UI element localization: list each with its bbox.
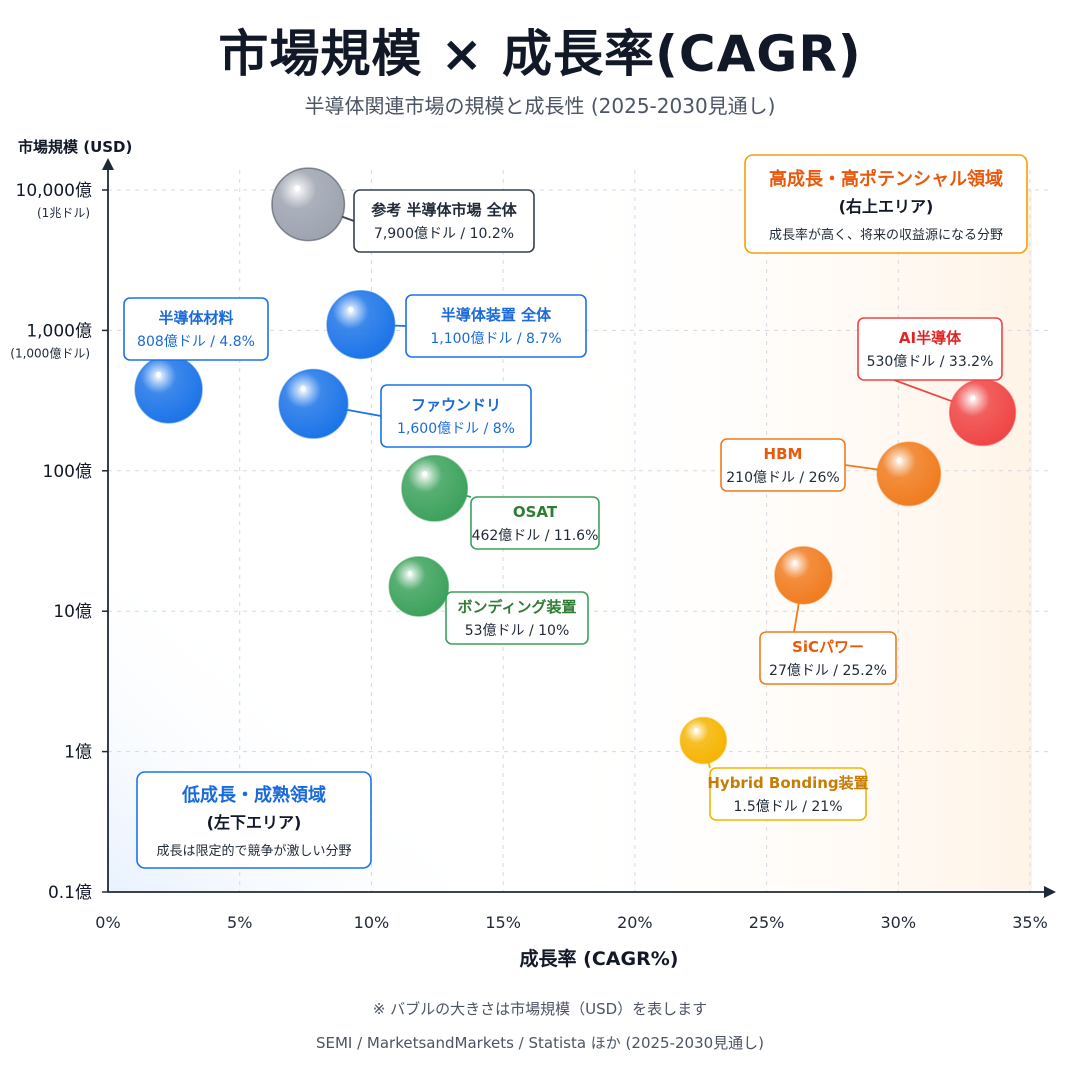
page-subtitle: 半導体関連市場の規模と成長性 (2025-2030見通し) [304,94,776,118]
bubble-highlight [694,728,699,733]
region-description: 成長は限定的で競争が激しい分野 [156,843,351,859]
point-name-label: HBM [764,445,803,463]
y-axis-label: 市場規模 (USD) [18,138,132,156]
point-name-label: AI半導体 [899,329,962,347]
bubble-highlight [294,185,301,191]
point-label-box [445,591,589,645]
bubble-highlight [348,306,354,313]
y-tick-label: 10億 [53,602,92,622]
bubble-highlight [300,385,306,392]
point-value-label: 1.5億ドル / 21% [734,799,843,815]
region-subtitle: (右上エリア) [839,197,934,216]
y-axis-arrow [102,158,114,170]
point-value-label: 27億ドル / 25.2% [769,663,887,679]
point-value-label: 530億ドル / 33.2% [867,354,994,370]
region-title: 低成長・成熟領域 [181,784,326,806]
bubble[interactable] [134,355,203,424]
leader-line [341,215,355,222]
y-tick-label: 100億 [43,462,92,482]
x-tick-label: 25% [749,913,785,932]
bubble-highlight [407,570,413,576]
x-tick-label: 20% [617,913,653,932]
y-tick-sublabel: (1,000億ドル) [10,346,90,360]
bubble-highlight [970,395,976,401]
point-value-label: 808億ドル / 4.8% [137,334,255,350]
x-tick-label: 35% [1012,913,1048,932]
region-box [136,771,372,869]
x-tick-label: 0% [95,913,120,932]
page-title: 市場規模 × 成長率(CAGR) [218,25,862,83]
x-tick-label: 30% [881,913,917,932]
point-label-box [759,631,897,685]
x-axis-arrow [1044,886,1056,898]
x-tick-label: 15% [485,913,521,932]
bubble[interactable] [774,546,833,605]
point-name-label: OSAT [513,503,558,521]
x-axis-label: 成長率 (CAGR%) [520,947,679,970]
bubble-highlight [422,471,428,477]
point-label-box [470,496,600,550]
point-name-label: 半導体材料 [158,309,233,327]
bubble[interactable] [876,441,942,507]
leader-line [466,495,472,498]
y-tick-label: 10,000億 [16,181,92,201]
bubble-highlight [792,560,798,565]
bubble[interactable] [948,378,1017,447]
point-label-box [857,317,1003,381]
point-label-box [709,767,867,821]
point-value-label: 53億ドル / 10% [465,623,570,639]
y-tick-label: 0.1億 [48,883,92,903]
y-tick-label: 1,000億 [26,321,92,341]
point-label-box [123,297,269,361]
region-subtitle: (左下エリア) [207,813,302,832]
bubble[interactable] [278,368,349,439]
point-name-label: ボンディング装置 [458,598,577,616]
y-tick-sublabel: (1兆ドル) [37,206,90,220]
region-title: 高成長・高ポテンシャル領域 [769,168,1003,190]
bubble[interactable] [401,454,469,522]
point-name-label: ファウンドリ [411,396,501,414]
bubble-highlight [155,371,162,378]
point-value-label: 1,600億ドル / 8% [397,421,515,437]
y-tick-label: 1億 [64,743,92,763]
point-value-label: 210億ドル / 26% [726,470,839,486]
bubble-highlight [896,457,902,463]
bubble[interactable] [388,556,450,617]
point-name-label: 半導体装置 全体 [441,306,552,324]
bubble[interactable] [679,716,728,765]
point-name-label: SiCパワー [792,638,864,656]
leader-line [844,464,878,471]
x-tick-label: 5% [227,913,252,932]
point-label-box [380,384,532,448]
point-name-label: 参考 半導体市場 全体 [371,201,517,219]
data-source: SEMI / MarketsandMarkets / Statista ほか (… [315,1034,765,1052]
leader-line [707,762,711,769]
leader-line [793,603,800,633]
bubble[interactable] [326,289,396,360]
bubble-size-note: ※ バブルの大きさは市場規模（USD）を表します [372,1000,708,1018]
point-value-label: 7,900億ドル / 10.2% [374,226,514,242]
leader-line [347,409,382,417]
x-tick-label: 10% [354,913,390,932]
region-box [744,154,1028,254]
point-value-label: 1,100億ドル / 8.7% [430,331,561,347]
point-label-box [353,189,535,253]
point-value-label: 462億ドル / 11.6% [472,528,599,544]
point-name-label: Hybrid Bonding装置 [707,774,868,792]
region-description: 成長率が高く、将来の収益源になる分野 [769,227,1003,243]
point-label-box [720,438,846,492]
bubble[interactable] [271,167,346,242]
leader-line [893,379,953,403]
point-label-box [405,294,587,358]
